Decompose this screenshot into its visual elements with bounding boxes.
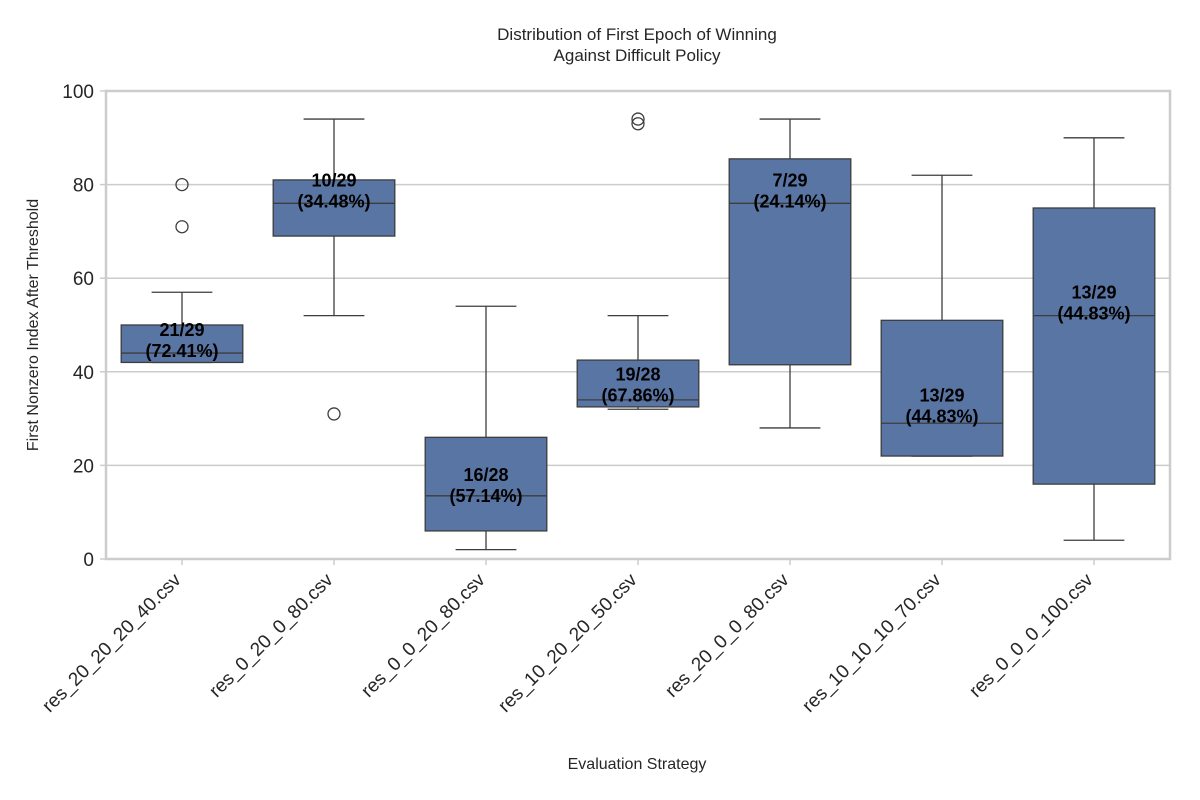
box-count-label: 10/29	[311, 170, 356, 190]
box-annotations: 21/29(72.41%) 10/29(34.48%) 16/28(57.14%) 1…	[145, 170, 1130, 506]
x-axis-label: Evaluation Strategy	[568, 756, 707, 773]
box-4	[576, 112, 700, 410]
box-count-label: 21/29	[159, 320, 204, 340]
x-tick-label: res_10_10_10_70.csv	[798, 569, 945, 716]
outlier-point	[631, 117, 645, 131]
box-count-label: 13/29	[1071, 283, 1116, 303]
iqr-box	[880, 319, 1004, 457]
y-tick-label: 80	[73, 176, 94, 197]
iqr-box	[272, 179, 396, 237]
x-tick-label: res_20_20_20_40.csv	[38, 569, 185, 716]
x-tick-label: res_10_20_20_50.csv	[494, 569, 641, 716]
box-count-label: 19/28	[615, 365, 660, 385]
box-count-label: 13/29	[919, 386, 964, 406]
box-percent-label: (44.83%)	[1057, 304, 1130, 324]
box-percent-label: (24.14%)	[753, 191, 826, 211]
box-2	[272, 118, 396, 421]
box-1	[120, 177, 244, 364]
y-tick-label: 20	[73, 456, 94, 477]
x-tick-label: res_0_0_0_100.csv	[965, 569, 1097, 701]
outlier-point	[327, 407, 341, 421]
y-axis-ticks: 0 20 40 60 80 100	[62, 82, 106, 571]
boxes	[120, 112, 1156, 551]
iqr-box	[1032, 207, 1156, 485]
box-percent-label: (72.41%)	[145, 341, 218, 361]
box-3	[424, 305, 548, 551]
iqr-box	[576, 359, 700, 408]
outlier-point	[175, 220, 189, 234]
y-tick-label: 0	[83, 550, 94, 571]
y-tick-label: 100	[62, 82, 94, 103]
x-tick-label: res_20_0_0_80.csv	[661, 569, 793, 701]
outlier-point	[631, 112, 645, 126]
y-tick-label: 60	[73, 269, 94, 290]
chart-title-line-1: Distribution of First Epoch of Winning	[497, 25, 777, 44]
box-percent-label: (34.48%)	[297, 191, 370, 211]
box-6	[880, 174, 1004, 457]
iqr-box	[424, 436, 548, 532]
iqr-box	[120, 324, 244, 364]
box-percent-label: (67.86%)	[601, 386, 674, 406]
x-axis-ticks: res_20_20_20_40.csv res_0_20_0_80.csv res_…	[38, 559, 1098, 717]
box-count-label: 7/29	[772, 170, 807, 190]
chart-title-line-2: Against Difficult Policy	[554, 46, 721, 65]
box-count-label: 16/28	[463, 465, 508, 485]
box-percent-label: (44.83%)	[905, 407, 978, 427]
x-tick-label: res_0_0_20_80.csv	[357, 569, 489, 701]
iqr-box	[728, 158, 852, 366]
outlier-point	[175, 177, 189, 192]
y-tick-label: 40	[73, 363, 94, 384]
box-5	[728, 118, 852, 429]
box-7	[1032, 137, 1156, 541]
x-tick-label: res_0_20_0_80.csv	[205, 569, 337, 701]
y-axis-label: First Nonzero Index After Threshold	[25, 199, 42, 451]
box-percent-label: (57.14%)	[449, 486, 522, 506]
